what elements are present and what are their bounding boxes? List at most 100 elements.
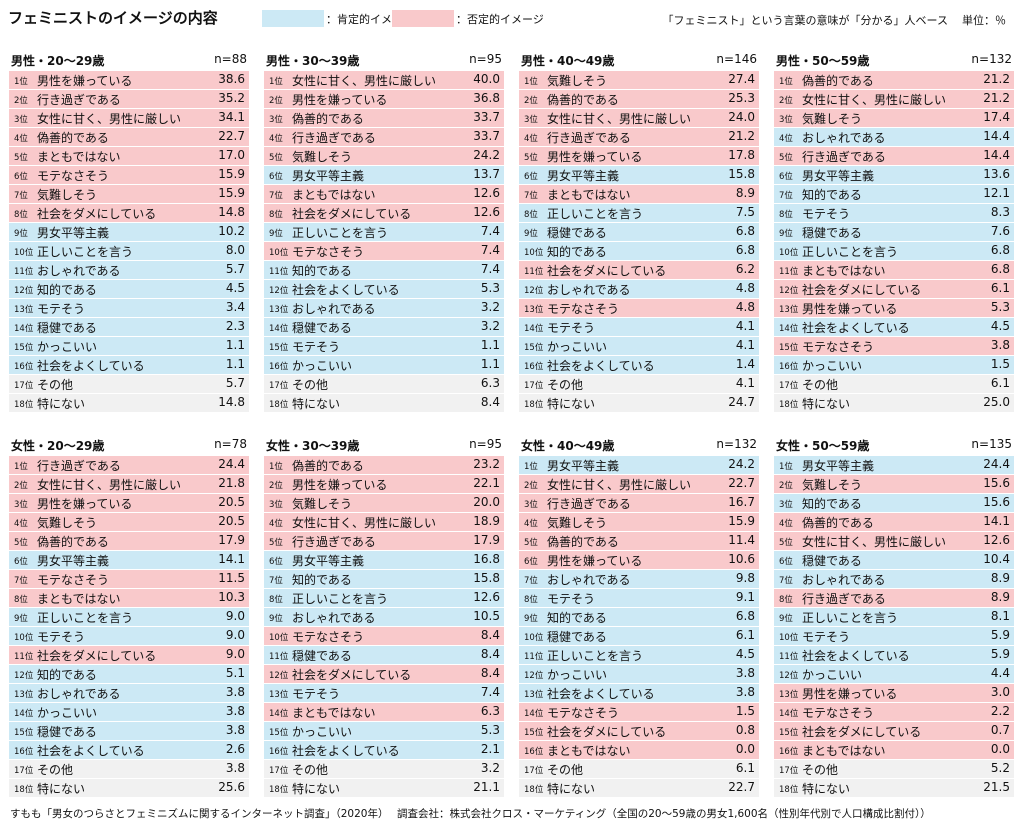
rank-label: 3位 — [524, 115, 538, 125]
rank-label: 9位 — [524, 229, 538, 239]
rank-label: 4位 — [524, 519, 538, 529]
item-label: まともではない — [802, 264, 886, 278]
item-label: 正しいことを言う — [37, 611, 134, 625]
item-label: 穏健である — [547, 630, 607, 644]
item-label: かっこいい — [802, 668, 863, 682]
item-value: 20.0 — [473, 495, 500, 509]
ranking-row: 16位 社会をよくしている 1.1 — [9, 355, 249, 374]
ranking-row: 17位 その他 3.2 — [264, 759, 504, 778]
item-label: 社会をよくしている — [802, 649, 910, 663]
ranking-row: 1位 偽善的である 23.2 — [264, 455, 504, 474]
rank-label: 12位 — [14, 671, 34, 681]
item-value: 6.1 — [990, 281, 1010, 295]
item-label: かっこいい — [37, 340, 98, 354]
ranking-row: 5位 女性に甘く、男性に厳しい 12.6 — [774, 531, 1014, 550]
item-label: 社会をよくしている — [547, 359, 655, 373]
legend-positive-label: ：肯定的イメージ — [326, 12, 414, 26]
rank-label: 11位 — [779, 652, 799, 662]
ranking-panel: 女性・40～49歳 n=132 1位 男女平等主義 24.2 2位 女性に甘く、男性に厳しい… — [519, 434, 759, 797]
ranking-row: 17位 その他 3.8 — [9, 759, 249, 778]
panel-header: 男性・20～29歳 n=88 — [9, 49, 249, 70]
ranking-row: 3位 気難しそう 20.0 — [264, 493, 504, 512]
item-value: 10.2 — [218, 224, 245, 238]
item-value: 24.0 — [728, 110, 755, 124]
ranking-row: 4位 おしゃれである 14.4 — [774, 127, 1014, 146]
ranking-row: 11位 穏健である 8.4 — [264, 645, 504, 664]
ranking-row: 6位 男女平等主義 13.7 — [264, 165, 504, 184]
ranking-row: 2位 気難しそう 15.6 — [774, 474, 1014, 493]
rank-label: 15位 — [14, 343, 34, 353]
rank-label: 3位 — [269, 500, 283, 510]
item-value: 2.1 — [480, 742, 500, 756]
item-label: 社会をダメにしている — [292, 668, 412, 682]
item-value: 21.2 — [983, 72, 1010, 86]
item-label: 男女平等主義 — [292, 169, 365, 183]
ranking-row: 4位 気難しそう 20.5 — [9, 512, 249, 531]
rank-label: 9位 — [524, 614, 538, 624]
panel-title: 男性・20～29歳 — [11, 54, 105, 68]
rank-label: 6位 — [14, 557, 28, 567]
ranking-row: 3位 知的である 15.6 — [774, 493, 1014, 512]
item-value: 15.9 — [218, 186, 245, 200]
item-value: 1.1 — [225, 357, 245, 371]
ranking-row: 11位 まともではない 6.8 — [774, 260, 1014, 279]
item-label: モテなさそう — [547, 302, 620, 316]
ranking-row: 11位 知的である 7.4 — [264, 260, 504, 279]
panel-title: 女性・30～39歳 — [266, 439, 360, 453]
ranking-row: 8位 正しいことを言う 12.6 — [264, 588, 504, 607]
ranking-row: 7位 知的である 15.8 — [264, 569, 504, 588]
item-value: 15.9 — [218, 167, 245, 181]
item-value: 9.0 — [225, 628, 245, 642]
ranking-row: 4位 女性に甘く、男性に厳しい 18.9 — [264, 512, 504, 531]
rank-label: 11位 — [269, 267, 289, 277]
item-label: 行き過ぎである — [802, 150, 886, 164]
item-value: 3.8 — [225, 761, 245, 775]
item-label: 正しいことを言う — [292, 226, 389, 240]
rank-label: 4位 — [269, 134, 283, 144]
rank-label: 6位 — [269, 557, 283, 567]
rank-label: 6位 — [269, 172, 283, 182]
panel-sample-size: n=135 — [971, 437, 1012, 451]
rank-label: 10位 — [779, 248, 799, 258]
rank-label: 17位 — [14, 381, 34, 391]
rank-label: 5位 — [524, 538, 538, 548]
ranking-row: 2位 女性に甘く、男性に厳しい 22.7 — [519, 474, 759, 493]
rank-label: 6位 — [524, 557, 538, 567]
rank-label: 8位 — [14, 210, 28, 220]
item-value: 3.8 — [225, 704, 245, 718]
rank-label: 16位 — [14, 362, 34, 372]
ranking-row: 4位 気難しそう 15.9 — [519, 512, 759, 531]
rank-label: 9位 — [269, 229, 283, 239]
rank-label: 8位 — [524, 595, 538, 605]
item-label: その他 — [802, 763, 839, 777]
ranking-panel: 女性・50～59歳 n=135 1位 男女平等主義 24.4 2位 気難しそう 15.6 3位知… — [774, 434, 1014, 797]
ranking-row: 15位 モテなさそう 3.8 — [774, 336, 1014, 355]
item-value: 6.8 — [990, 262, 1010, 276]
rank-label: 2位 — [779, 481, 793, 491]
item-label: 正しいことを言う — [547, 207, 644, 221]
item-label: 特にない — [292, 397, 341, 411]
item-label: モテなさそう — [547, 706, 620, 720]
item-value: 1.5 — [990, 357, 1010, 371]
rank-label: 6位 — [14, 172, 28, 182]
rank-label: 9位 — [269, 614, 283, 624]
item-value: 7.4 — [480, 262, 500, 276]
ranking-row: 15位 社会をダメにしている 0.8 — [519, 721, 759, 740]
rank-label: 18位 — [14, 400, 34, 410]
item-label: モテそう — [547, 592, 596, 606]
item-value: 6.8 — [735, 609, 755, 623]
panel-header: 女性・20～29歳 n=78 — [9, 434, 249, 455]
rank-label: 18位 — [269, 400, 289, 410]
item-label: 穏健である — [802, 226, 862, 240]
ranking-row: 5位 男性を嫌っている 17.8 — [519, 146, 759, 165]
rank-label: 16位 — [269, 747, 289, 757]
ranking-row: 7位 まともではない 12.6 — [264, 184, 504, 203]
item-value: 35.2 — [218, 91, 245, 105]
rank-label: 7位 — [14, 576, 28, 586]
ranking-row: 15位 かっこいい 4.1 — [519, 336, 759, 355]
ranking-panel: 女性・30～39歳 n=95 1位 偽善的である 23.2 2位 男性を嫌っている 22.1 3… — [264, 434, 504, 797]
item-label: 特にない — [547, 397, 596, 411]
ranking-row: 3位 男性を嫌っている 20.5 — [9, 493, 249, 512]
rank-label: 18位 — [14, 785, 34, 795]
item-label: おしゃれである — [292, 302, 376, 316]
